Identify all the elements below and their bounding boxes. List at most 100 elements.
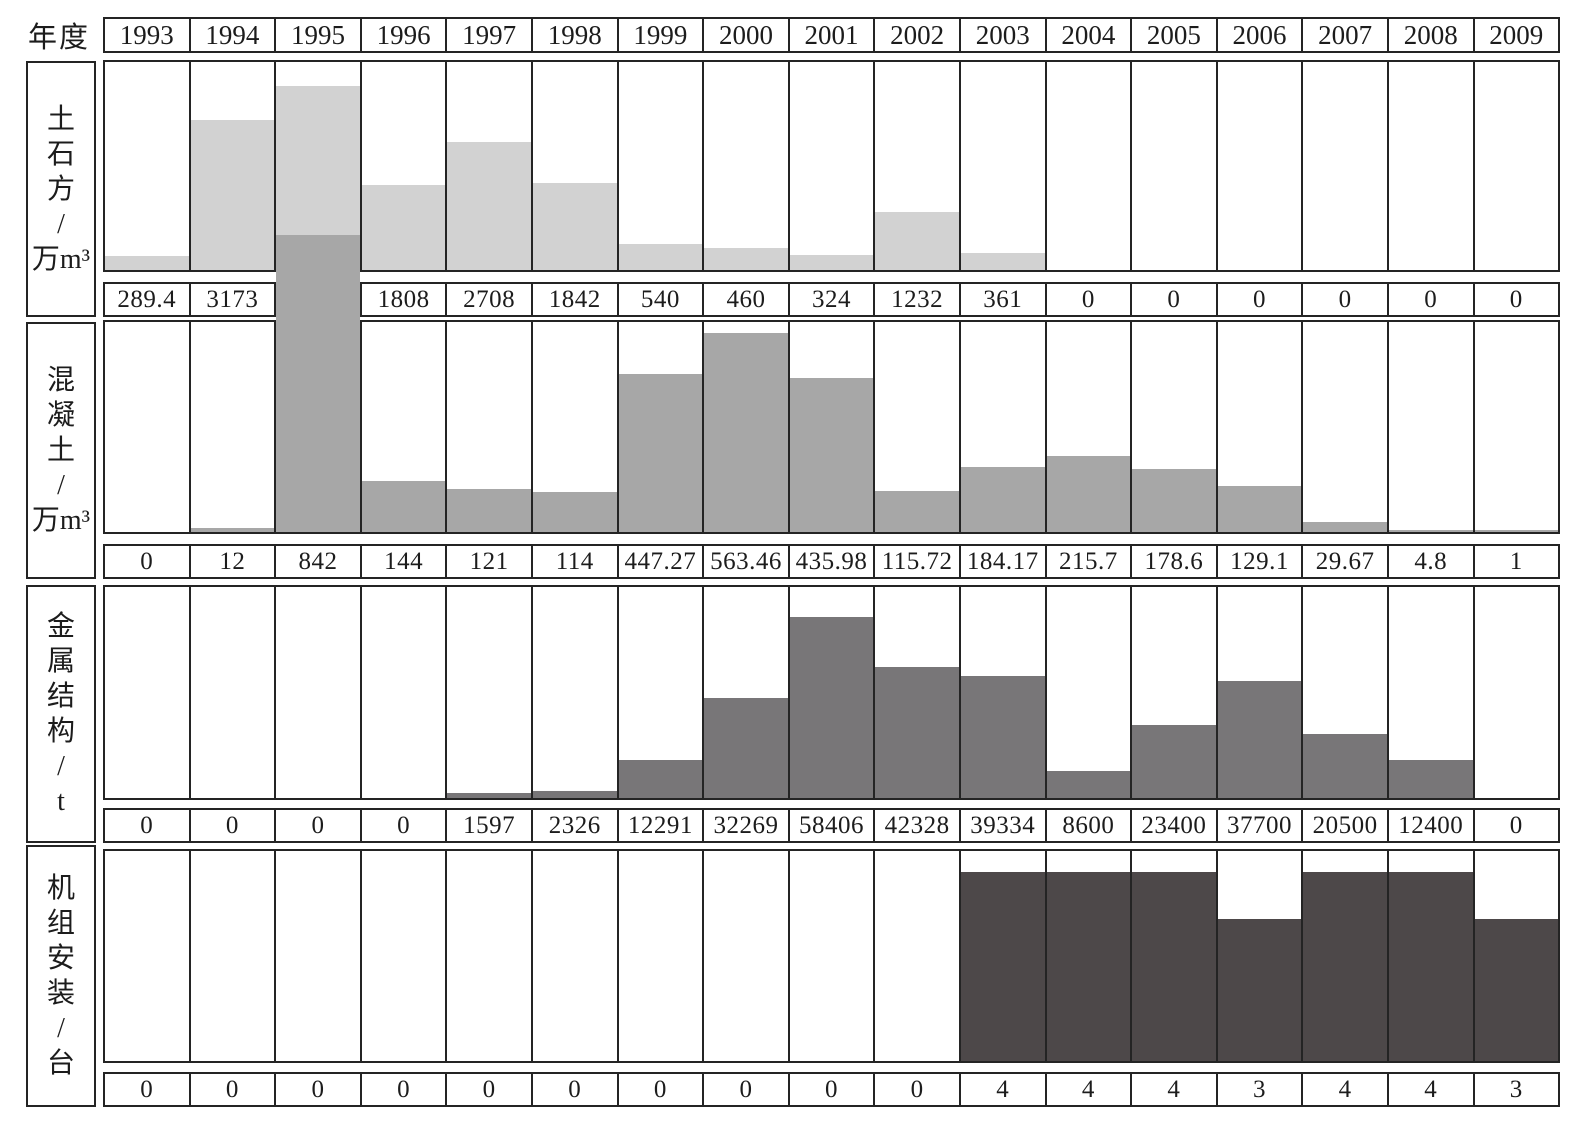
value-cell: 0	[1047, 284, 1133, 315]
series-label-line: 装	[46, 978, 75, 1009]
year-cell: 2003	[961, 19, 1047, 51]
value-cell: 4	[1303, 1074, 1389, 1105]
value-cell: 0	[1389, 284, 1475, 315]
value-cell: 4	[1132, 1074, 1218, 1105]
value-cell: 289.4	[105, 284, 191, 315]
chart-cell	[875, 62, 961, 270]
chart-cell	[447, 322, 533, 532]
chart-cell	[532, 322, 619, 532]
chart-cell	[618, 62, 705, 270]
value-cell: 1808	[362, 284, 448, 315]
bar	[1132, 872, 1216, 1061]
value-cell: 115.72	[875, 546, 961, 577]
chart-cell	[1217, 851, 1304, 1061]
value-cell: 0	[1509, 811, 1523, 839]
bar	[1132, 725, 1216, 798]
bar	[789, 378, 874, 532]
value-row: 0 12 842 144 121 114 447.27 563.46 435.98 115.72 1…	[103, 544, 1560, 579]
chart-cell	[875, 587, 961, 798]
year-cell: 1999	[619, 19, 705, 51]
value-cell: 58406	[790, 810, 876, 841]
value-cell: 1842	[533, 284, 619, 315]
value-cell: 178.6	[1132, 546, 1218, 577]
series-label-line: 石	[46, 138, 75, 170]
bar	[960, 676, 1045, 798]
value-cell: 12291	[619, 810, 705, 841]
value-cell: 0	[704, 1074, 790, 1105]
chart-cell	[1388, 587, 1475, 798]
year-cell: 2001	[790, 19, 876, 51]
chart-cell	[1132, 851, 1218, 1061]
chart-cell	[704, 851, 790, 1061]
year-cell: 2000	[704, 19, 790, 51]
chart-cell	[1389, 62, 1475, 270]
chart-cell	[1218, 62, 1304, 270]
value-cell: 460	[704, 284, 790, 315]
value-cell: 0	[105, 546, 191, 577]
chart-cell	[789, 62, 876, 270]
bar	[105, 256, 189, 270]
chart-cell	[1303, 587, 1389, 798]
value-cell: 0	[533, 1074, 619, 1105]
chart-cell	[190, 322, 277, 532]
chart-cell	[1132, 322, 1218, 532]
value-cell: 0	[1303, 284, 1389, 315]
bar	[1474, 919, 1559, 1061]
bar	[1046, 872, 1131, 1061]
chart-row	[103, 849, 1560, 1063]
bar	[447, 142, 531, 270]
chart-cell	[1046, 322, 1133, 532]
value-cell: 8600	[1047, 810, 1133, 841]
year-cell: 2002	[875, 19, 961, 51]
value-cell: 1597	[447, 810, 533, 841]
chart-cell	[1047, 62, 1133, 270]
value-cell: 563.46	[704, 546, 790, 577]
year-cell: 1998	[533, 19, 619, 51]
chart-cell	[790, 851, 876, 1061]
value-cell: 129.1	[1218, 546, 1304, 577]
chart-cell	[361, 322, 448, 532]
value-cell: 0	[362, 1074, 448, 1105]
year-cell: 2008	[1389, 19, 1475, 51]
bar	[1388, 530, 1473, 532]
value-cell: 23400	[1132, 810, 1218, 841]
series-label: 金属结构 / t	[26, 585, 96, 843]
value-cell: 3173	[191, 284, 277, 315]
value-cell: 184.17	[961, 546, 1047, 577]
value-cell: 0	[1218, 284, 1304, 315]
value-cell: 29.67	[1303, 546, 1389, 577]
bar	[618, 244, 703, 270]
year-cell: 1993	[105, 19, 191, 51]
bar	[960, 872, 1045, 1061]
value-cell: 32269	[704, 810, 790, 841]
value-cell: 20500	[1303, 810, 1389, 841]
bar	[875, 212, 959, 270]
value-cell: 0	[362, 810, 448, 841]
value-cell: 0	[276, 1074, 362, 1105]
chart-cell	[447, 851, 533, 1061]
year-cell: 2004	[1047, 19, 1133, 51]
series-label-line: 混	[46, 365, 75, 396]
bar	[618, 760, 703, 798]
value-cell: 540	[619, 284, 705, 315]
series-label: 土石方 / 万m³	[26, 61, 96, 317]
chart-cell	[1474, 322, 1559, 532]
bar	[960, 253, 1045, 270]
series-label-line: 凝	[46, 400, 75, 431]
bar	[875, 667, 959, 798]
value-cell: 0	[105, 1074, 191, 1105]
value-cell: 37700	[1218, 810, 1304, 841]
value-cell: 435.98	[790, 546, 876, 577]
value-cell: 0	[276, 810, 362, 841]
series-label: 混凝土 / 万m³	[26, 322, 96, 579]
series-label-line: /	[57, 208, 65, 240]
chart-cell	[704, 322, 790, 532]
series-label-line: t	[57, 786, 65, 817]
chart-cell	[1475, 587, 1559, 798]
series-label-line: 土	[46, 435, 75, 466]
value-cell: 0	[1132, 284, 1218, 315]
bar	[532, 791, 617, 798]
bar	[1303, 522, 1387, 532]
chart-cell	[191, 851, 277, 1061]
value-cell: 2326	[533, 810, 619, 841]
